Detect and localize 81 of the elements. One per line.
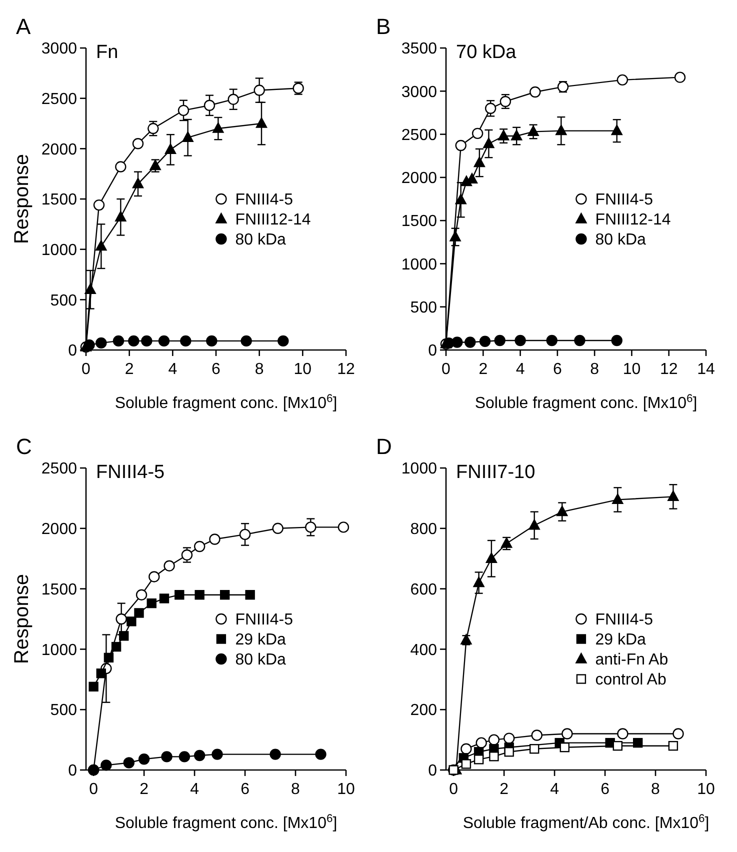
x-axis-title: Soluble fragment/Ab conc. [Mx10$^{6}$] <box>462 813 710 832</box>
chart-title: FNIII4-5 <box>96 462 165 483</box>
legend-label: FNIII4-5 <box>235 612 294 629</box>
x-tick-label: 4 <box>168 361 178 378</box>
y-tick-label: 1500 <box>41 581 78 598</box>
y-tick-label: 2500 <box>41 90 78 108</box>
x-tick-label: 12 <box>660 361 678 378</box>
y-tick-label: 2000 <box>41 521 78 538</box>
legend-label: FNIII12-14 <box>235 212 311 229</box>
legend-label: 29 kDa <box>235 632 286 649</box>
x-tick-label: 0 <box>449 781 458 798</box>
text: A <box>16 14 31 39</box>
y-tick-label: 500 <box>410 299 438 316</box>
legend-label: 80 kDa <box>235 232 286 249</box>
y-axis-title: Response <box>11 154 33 244</box>
y-tick-label: 1000 <box>41 642 78 659</box>
text: B <box>376 14 391 39</box>
y-axis-title: Response <box>11 574 33 664</box>
x-tick-label: 0 <box>442 361 451 378</box>
y-tick-label: 1000 <box>401 256 438 274</box>
text: C <box>16 434 32 459</box>
x-tick-label: 6 <box>240 781 250 798</box>
x-tick-label: 4 <box>550 781 560 798</box>
chart-title: Fn <box>96 42 118 63</box>
y-tick-label: 3000 <box>401 84 438 101</box>
legend-label: FNIII4-5 <box>595 192 654 209</box>
legend-label: 80 kDa <box>595 232 646 249</box>
y-tick-label: 800 <box>410 521 438 538</box>
chart-title: FNIII7-10 <box>456 462 536 483</box>
y-tick-label: 2500 <box>401 126 438 144</box>
text: D <box>376 434 392 459</box>
x-tick-label: 2 <box>140 781 149 798</box>
legend-label: FNIII4-5 <box>595 612 654 629</box>
x-tick-label: 10 <box>294 361 312 378</box>
y-tick-label: 1000 <box>41 242 78 259</box>
y-tick-label: 0 <box>68 342 78 360</box>
x-tick-label: 10 <box>622 361 641 378</box>
x-tick-label: 12 <box>337 361 355 378</box>
x-tick-label: 6 <box>600 781 610 798</box>
y-tick-label: 400 <box>410 642 438 659</box>
x-tick-label: 8 <box>651 781 660 798</box>
y-tick-label: 1000 <box>401 460 438 478</box>
x-tick-label: 6 <box>212 361 221 378</box>
y-tick-label: 0 <box>428 342 438 360</box>
x-axis-title: Soluble fragment conc. [Mx10$^{6}$] <box>474 393 698 412</box>
x-tick-label: 8 <box>590 361 600 378</box>
legend-label: control Ab <box>595 672 666 689</box>
y-tick-label: 2000 <box>41 141 78 158</box>
y-tick-label: 3500 <box>401 40 438 58</box>
y-tick-label: 2500 <box>41 460 78 478</box>
y-tick-label: 2000 <box>401 170 438 188</box>
x-tick-label: 14 <box>697 361 715 378</box>
x-tick-label: 8 <box>291 781 300 798</box>
x-tick-label: 0 <box>82 361 91 378</box>
x-tick-label: 8 <box>254 361 264 378</box>
legend-label: 80 kDa <box>235 652 286 669</box>
legend-label: FNIII4-5 <box>235 192 294 209</box>
y-tick-label: 0 <box>428 762 438 780</box>
y-tick-label: 1500 <box>401 213 438 230</box>
x-tick-label: 0 <box>89 781 98 798</box>
x-tick-label: 10 <box>697 781 715 798</box>
x-axis-title: Soluble fragment conc. [Mx10$^{6}$] <box>114 393 338 412</box>
x-tick-label: 10 <box>337 781 355 798</box>
y-tick-label: 0 <box>68 762 78 780</box>
y-tick-label: 1500 <box>41 192 78 209</box>
x-tick-label: 4 <box>516 361 525 378</box>
legend-label: FNIII12-14 <box>595 212 671 229</box>
y-tick-label: 200 <box>410 702 438 720</box>
x-tick-label: 4 <box>190 781 200 798</box>
y-tick-label: 500 <box>50 292 78 310</box>
x-tick-label: 2 <box>500 781 509 798</box>
y-tick-label: 3000 <box>41 40 78 58</box>
y-tick-label: 500 <box>50 702 78 720</box>
x-tick-label: 6 <box>552 361 562 378</box>
legend-label: anti-Fn Ab <box>595 652 668 669</box>
x-axis-title: Soluble fragment conc. [Mx10$^{6}$] <box>114 813 338 832</box>
x-tick-label: 2 <box>478 361 488 378</box>
x-tick-label: 2 <box>124 361 134 378</box>
legend-label: 29 kDa <box>595 632 646 649</box>
y-tick-label: 600 <box>410 581 438 598</box>
chart-title: 70 kDa <box>456 42 517 63</box>
